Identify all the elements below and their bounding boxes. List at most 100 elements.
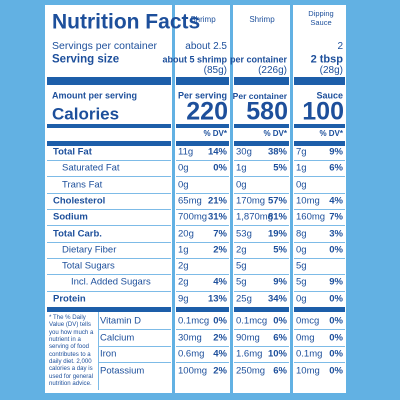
divider-bar <box>176 124 229 128</box>
vitamin-dv: 2% <box>213 364 227 376</box>
nutrient-dv: 9% <box>329 276 343 288</box>
column-panel <box>293 5 346 393</box>
divider-bar <box>234 306 289 312</box>
row-rule <box>294 329 345 331</box>
vitamin-dv: 0% <box>329 315 343 327</box>
vitamin-dv: 0% <box>273 315 287 327</box>
nutrient-amount: 0g <box>236 178 247 190</box>
nutrient-amount: 5g <box>296 276 307 288</box>
nutrient-amount: 2g <box>178 260 189 272</box>
divider-bar <box>294 124 345 128</box>
row-rule <box>294 209 345 211</box>
row-rule <box>47 290 171 292</box>
servings: about 2.5 <box>185 41 227 52</box>
nutrient-amount: 170mg <box>236 195 266 207</box>
vitamin-dv: 2% <box>213 331 227 343</box>
divider-bar <box>294 141 345 146</box>
nutrient-amount: 20g <box>178 227 194 239</box>
nutrient-label: Saturated Fat <box>62 162 120 174</box>
nutrient-amount: 0g <box>178 162 189 174</box>
row-rule <box>294 241 345 243</box>
nutrient-amount: 30g <box>236 146 252 158</box>
row-rule <box>176 274 229 276</box>
nutrient-amount: 5g <box>296 260 307 272</box>
nutrient-dv: 0% <box>329 292 343 304</box>
row-rule <box>234 274 289 276</box>
calories: 580 <box>246 97 288 126</box>
nutrient-label: Total Sugars <box>62 260 115 272</box>
row-rule <box>234 241 289 243</box>
row-rule <box>294 345 345 347</box>
row-rule <box>234 209 289 211</box>
dv-heading: % DV* <box>203 129 227 138</box>
nutrient-label: Sodium <box>53 211 88 223</box>
vitamin-amount: 90mg <box>236 331 260 343</box>
nutrient-amount: 0g <box>178 178 189 190</box>
nutrient-dv: 5% <box>273 244 287 256</box>
row-rule <box>47 225 171 227</box>
nutrient-amount: 25g <box>236 292 252 304</box>
dv-heading: % DV* <box>263 129 287 138</box>
serving-size-label: Serving size <box>52 53 120 66</box>
nutrient-amount: 700mg <box>178 211 208 223</box>
nutrient-label: Protein <box>53 292 86 304</box>
nutrient-label: Trans Fat <box>62 178 103 190</box>
vitamin-label: Potassium <box>100 364 145 376</box>
nutrient-dv: 4% <box>213 276 227 288</box>
row-rule <box>234 362 289 364</box>
row-rule <box>47 241 171 243</box>
vitamin-label: Vitamin D <box>100 315 142 327</box>
row-rule <box>234 176 289 178</box>
row-rule <box>294 274 345 276</box>
column-panel <box>175 5 230 393</box>
row-rule <box>98 329 171 331</box>
vitamin-dv: 0% <box>329 331 343 343</box>
vitamin-dv: 0% <box>329 348 343 360</box>
serving-size: 2 tbsp <box>310 53 343 66</box>
row-rule <box>176 209 229 211</box>
servings-label: Servings per container <box>52 39 158 52</box>
nutrient-amount: 5g <box>236 260 247 272</box>
divider-bar <box>47 124 171 128</box>
row-rule <box>47 257 171 259</box>
nutrient-dv: 14% <box>207 146 227 158</box>
nutrient-dv: 0% <box>329 244 343 256</box>
nutrient-amount: 160mg <box>296 211 326 223</box>
row-rule <box>176 345 229 347</box>
nutrient-dv: 6% <box>329 162 343 174</box>
column-name: Shrimp <box>190 15 216 24</box>
footnote-divider <box>98 312 99 390</box>
vitamin-amount: 1.6mg <box>236 348 263 360</box>
column-name: Dipping Sauce <box>308 9 334 27</box>
dv-heading: % DV* <box>319 129 343 138</box>
divider-bar <box>176 306 229 312</box>
nutrient-dv: 9% <box>273 276 287 288</box>
nutrient-label: Dietary Fiber <box>62 244 117 256</box>
row-rule <box>47 209 171 211</box>
nutrient-amount: 7g <box>296 146 307 158</box>
nutrient-dv: 81% <box>267 211 287 223</box>
nutrient-amount: 2g <box>178 276 189 288</box>
nutrient-dv: 13% <box>207 292 227 304</box>
calories: 100 <box>302 97 344 126</box>
row-rule <box>294 225 345 227</box>
vitamin-dv: 4% <box>213 348 227 360</box>
divider-bar <box>47 141 171 146</box>
vitamin-amount: 0mcg <box>296 315 320 327</box>
footnote: * The % Daily Value (DV) tells you how m… <box>49 314 94 387</box>
vitamin-dv: 6% <box>273 331 287 343</box>
column-name: Shrimp <box>249 15 275 24</box>
title: Nutrition Facts <box>52 10 201 34</box>
row-rule <box>234 345 289 347</box>
divider-bar <box>234 124 289 128</box>
nutrient-label: Total Fat <box>53 146 92 158</box>
divider-bar <box>294 77 345 85</box>
row-rule <box>176 257 229 259</box>
servings: 2 <box>337 41 343 52</box>
nutrient-amount: 65mg <box>178 195 202 207</box>
divider-bar <box>234 77 289 85</box>
nutrient-amount: 1g <box>296 162 307 174</box>
nutrient-dv: 7% <box>213 227 227 239</box>
nutrient-dv: 2% <box>213 244 227 256</box>
divider-bar <box>176 77 229 85</box>
